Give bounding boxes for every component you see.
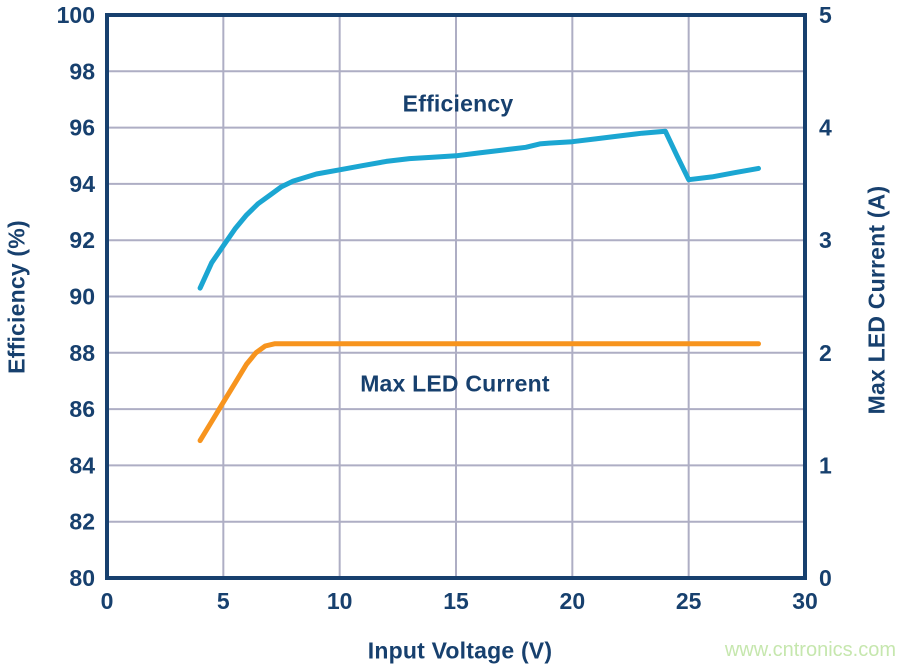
y-right-tick-label: 0 — [819, 565, 832, 591]
x-tick-label: 25 — [676, 588, 702, 614]
y-right-tick-label: 5 — [819, 2, 832, 28]
series-line-max-led-current — [197, 341, 761, 444]
y-left-tick-label: 84 — [69, 452, 95, 478]
y-right-tick-label: 3 — [819, 227, 832, 253]
right-axis-title: Max LED Current (A) — [863, 185, 890, 415]
x-tick-label: 10 — [327, 588, 353, 614]
series-line-efficiency — [197, 128, 761, 291]
y-left-tick-label: 88 — [69, 340, 95, 366]
x-tick-label: 20 — [560, 588, 586, 614]
left-axis-title: Efficiency (%) — [3, 220, 30, 374]
y-left-tick-label: 100 — [57, 2, 95, 28]
y-right-tick-label: 2 — [819, 340, 832, 366]
y-left-tick-label: 82 — [69, 509, 95, 535]
current-series-label: Max LED Current — [360, 370, 550, 397]
y-left-tick-label: 90 — [69, 284, 95, 310]
x-tick-label: 5 — [217, 588, 230, 614]
x-tick-label: 0 — [101, 588, 114, 614]
x-tick-label: 30 — [792, 588, 818, 614]
y-left-tick-label: 96 — [69, 115, 95, 141]
y-left-tick-label: 80 — [69, 565, 95, 591]
efficiency-series-label: Efficiency — [402, 90, 514, 117]
watermark: www.cntronics.com — [724, 639, 896, 661]
y-left-tick-label: 98 — [69, 58, 95, 84]
y-left-tick-label: 92 — [69, 227, 95, 253]
y-right-tick-label: 4 — [819, 115, 832, 141]
x-axis-title: Input Voltage (V) — [367, 637, 553, 664]
x-tick-label: 15 — [443, 588, 469, 614]
y-left-tick-label: 86 — [69, 396, 95, 422]
y-left-tick-label: 94 — [69, 171, 95, 197]
y-right-tick-label: 1 — [819, 452, 832, 478]
plot-frame — [105, 13, 807, 580]
